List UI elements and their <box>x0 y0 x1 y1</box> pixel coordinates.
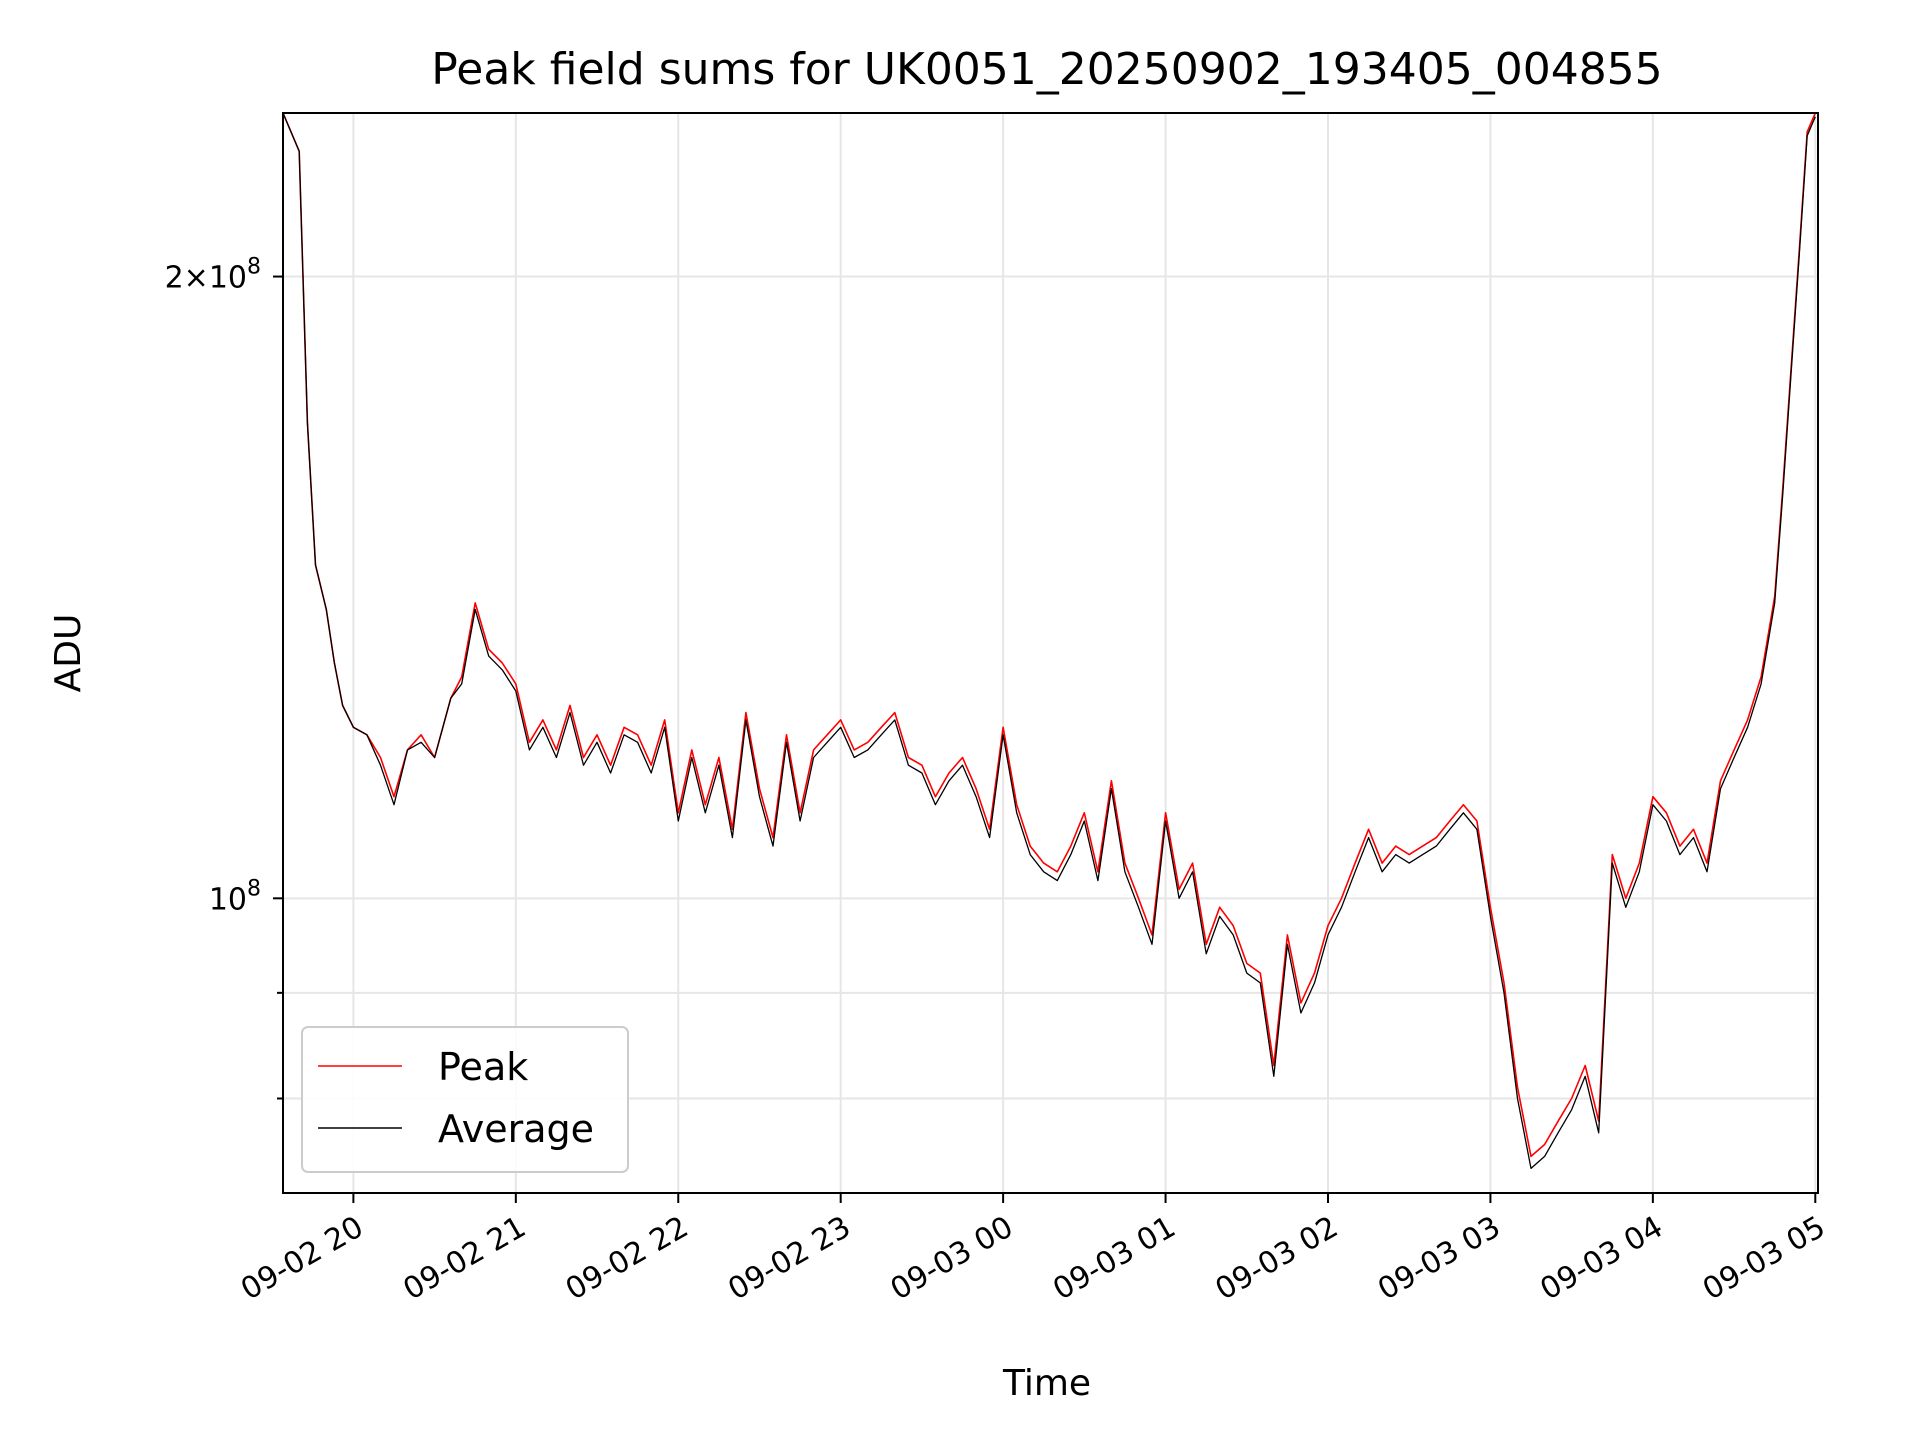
y-tick-label: 108 <box>209 876 261 917</box>
x-axis-label: Time <box>1002 1363 1091 1404</box>
legend-label-peak: Peak <box>438 1045 528 1089</box>
legend-label-average: Average <box>438 1107 594 1151</box>
grid <box>283 113 1818 1193</box>
y-axis-label: ADU <box>48 614 89 693</box>
legend-box <box>301 1026 629 1173</box>
y-tick-label: 2×108 <box>165 255 261 296</box>
series-line-average <box>282 112 1816 1170</box>
series-group <box>282 112 1817 1170</box>
series-line-peak <box>282 112 1817 1158</box>
plot-frame <box>282 112 1819 1194</box>
chart-title: Peak field sums for UK0051_20250902_1934… <box>431 44 1662 95</box>
legend: Peak Average <box>301 1026 629 1173</box>
